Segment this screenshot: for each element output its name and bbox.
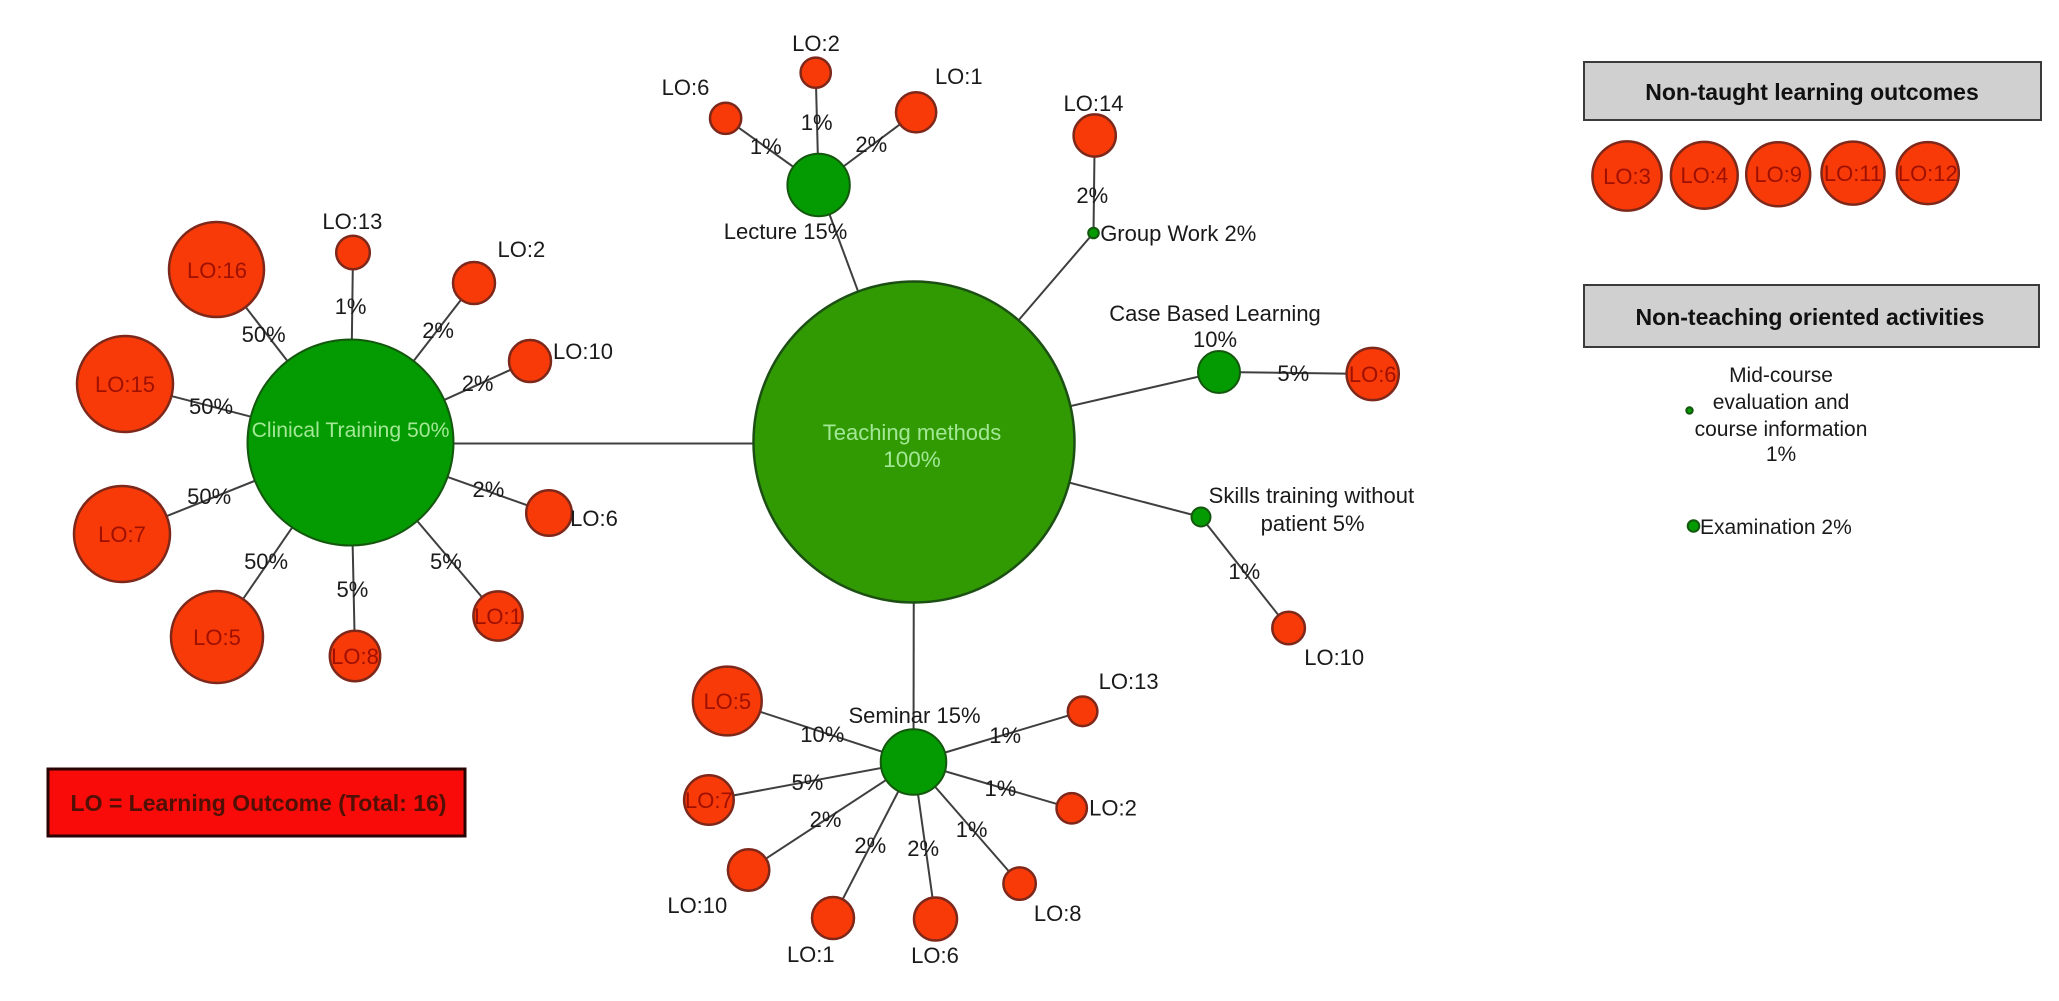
svg-text:Seminar 15%: Seminar 15% — [848, 703, 980, 728]
svg-text:LO:10: LO:10 — [667, 893, 727, 918]
svg-text:1%: 1% — [750, 134, 782, 159]
svg-text:10%: 10% — [800, 722, 844, 747]
svg-text:50%: 50% — [189, 394, 233, 419]
svg-text:LO:6: LO:6 — [570, 506, 618, 531]
svg-text:course information: course information — [1695, 418, 1868, 441]
svg-text:1%: 1% — [989, 723, 1021, 748]
svg-text:LO:1: LO:1 — [935, 64, 983, 89]
svg-text:LO:2: LO:2 — [498, 237, 546, 262]
svg-text:LO = Learning Outcome (Total:: LO = Learning Outcome (Total: 16) — [71, 790, 447, 816]
svg-text:Skills training without: Skills training without — [1209, 483, 1414, 508]
svg-text:LO:12: LO:12 — [1898, 161, 1958, 186]
svg-text:LO:9: LO:9 — [1754, 162, 1802, 187]
svg-text:LO:11: LO:11 — [1824, 161, 1882, 186]
svg-text:LO:13: LO:13 — [1099, 669, 1159, 694]
svg-text:2%: 2% — [810, 807, 842, 832]
svg-text:LO:8: LO:8 — [331, 644, 379, 669]
svg-text:LO:2: LO:2 — [1089, 796, 1137, 821]
svg-text:LO:3: LO:3 — [1603, 164, 1651, 189]
svg-text:LO:10: LO:10 — [553, 339, 613, 364]
svg-text:50%: 50% — [187, 484, 231, 509]
svg-text:Non-taught learning outcomes: Non-taught learning outcomes — [1645, 79, 1979, 105]
svg-text:LO:14: LO:14 — [1064, 91, 1124, 116]
svg-text:LO:1: LO:1 — [474, 604, 522, 629]
svg-text:2%: 2% — [854, 833, 886, 858]
svg-text:1%: 1% — [1228, 559, 1260, 584]
svg-text:LO:16: LO:16 — [187, 258, 247, 283]
svg-text:Clinical Training 50%: Clinical Training 50% — [252, 419, 450, 442]
svg-text:patient 5%: patient 5% — [1261, 511, 1365, 536]
svg-text:Non-teaching oriented activiti: Non-teaching oriented activities — [1636, 304, 1985, 330]
svg-text:LO:2: LO:2 — [792, 31, 840, 56]
svg-text:LO:6: LO:6 — [911, 943, 959, 968]
svg-text:2%: 2% — [907, 836, 939, 861]
svg-text:LO:10: LO:10 — [1304, 645, 1364, 670]
svg-text:10%: 10% — [1193, 327, 1237, 352]
svg-text:Teaching methods: Teaching methods — [823, 420, 1002, 445]
svg-text:5%: 5% — [1277, 361, 1309, 386]
svg-text:2%: 2% — [855, 132, 887, 157]
svg-text:2%: 2% — [1076, 183, 1108, 208]
svg-text:Group Work 2%: Group Work 2% — [1100, 221, 1256, 246]
svg-text:Lecture 15%: Lecture 15% — [724, 219, 848, 244]
svg-text:50%: 50% — [244, 549, 288, 574]
svg-text:1%: 1% — [956, 817, 988, 842]
svg-text:LO:5: LO:5 — [193, 625, 241, 650]
svg-text:2%: 2% — [473, 477, 505, 502]
svg-text:1%: 1% — [1766, 443, 1796, 466]
svg-text:1%: 1% — [985, 776, 1017, 801]
svg-text:LO:15: LO:15 — [95, 372, 155, 397]
svg-text:1%: 1% — [801, 110, 833, 135]
svg-text:LO:4: LO:4 — [1680, 163, 1728, 188]
svg-text:2%: 2% — [462, 371, 494, 396]
svg-text:50%: 50% — [242, 322, 286, 347]
svg-text:LO:13: LO:13 — [322, 209, 382, 234]
svg-text:LO:5: LO:5 — [703, 689, 751, 714]
svg-text:Case Based Learning: Case Based Learning — [1109, 301, 1321, 326]
svg-text:LO:7: LO:7 — [98, 522, 146, 547]
svg-text:2%: 2% — [422, 318, 454, 343]
svg-text:Mid-course: Mid-course — [1729, 364, 1833, 387]
svg-text:LO:1: LO:1 — [787, 942, 835, 967]
svg-text:LO:6: LO:6 — [1349, 362, 1397, 387]
svg-text:Examination 2%: Examination 2% — [1700, 516, 1852, 539]
svg-text:5%: 5% — [430, 549, 462, 574]
svg-text:1%: 1% — [335, 294, 367, 319]
svg-text:LO:6: LO:6 — [662, 75, 710, 100]
svg-text:LO:7: LO:7 — [685, 788, 733, 813]
svg-text:LO:8: LO:8 — [1034, 901, 1082, 926]
svg-text:5%: 5% — [337, 577, 369, 602]
svg-text:100%: 100% — [883, 447, 941, 472]
svg-text:evaluation and: evaluation and — [1713, 391, 1850, 414]
svg-text:5%: 5% — [792, 770, 824, 795]
